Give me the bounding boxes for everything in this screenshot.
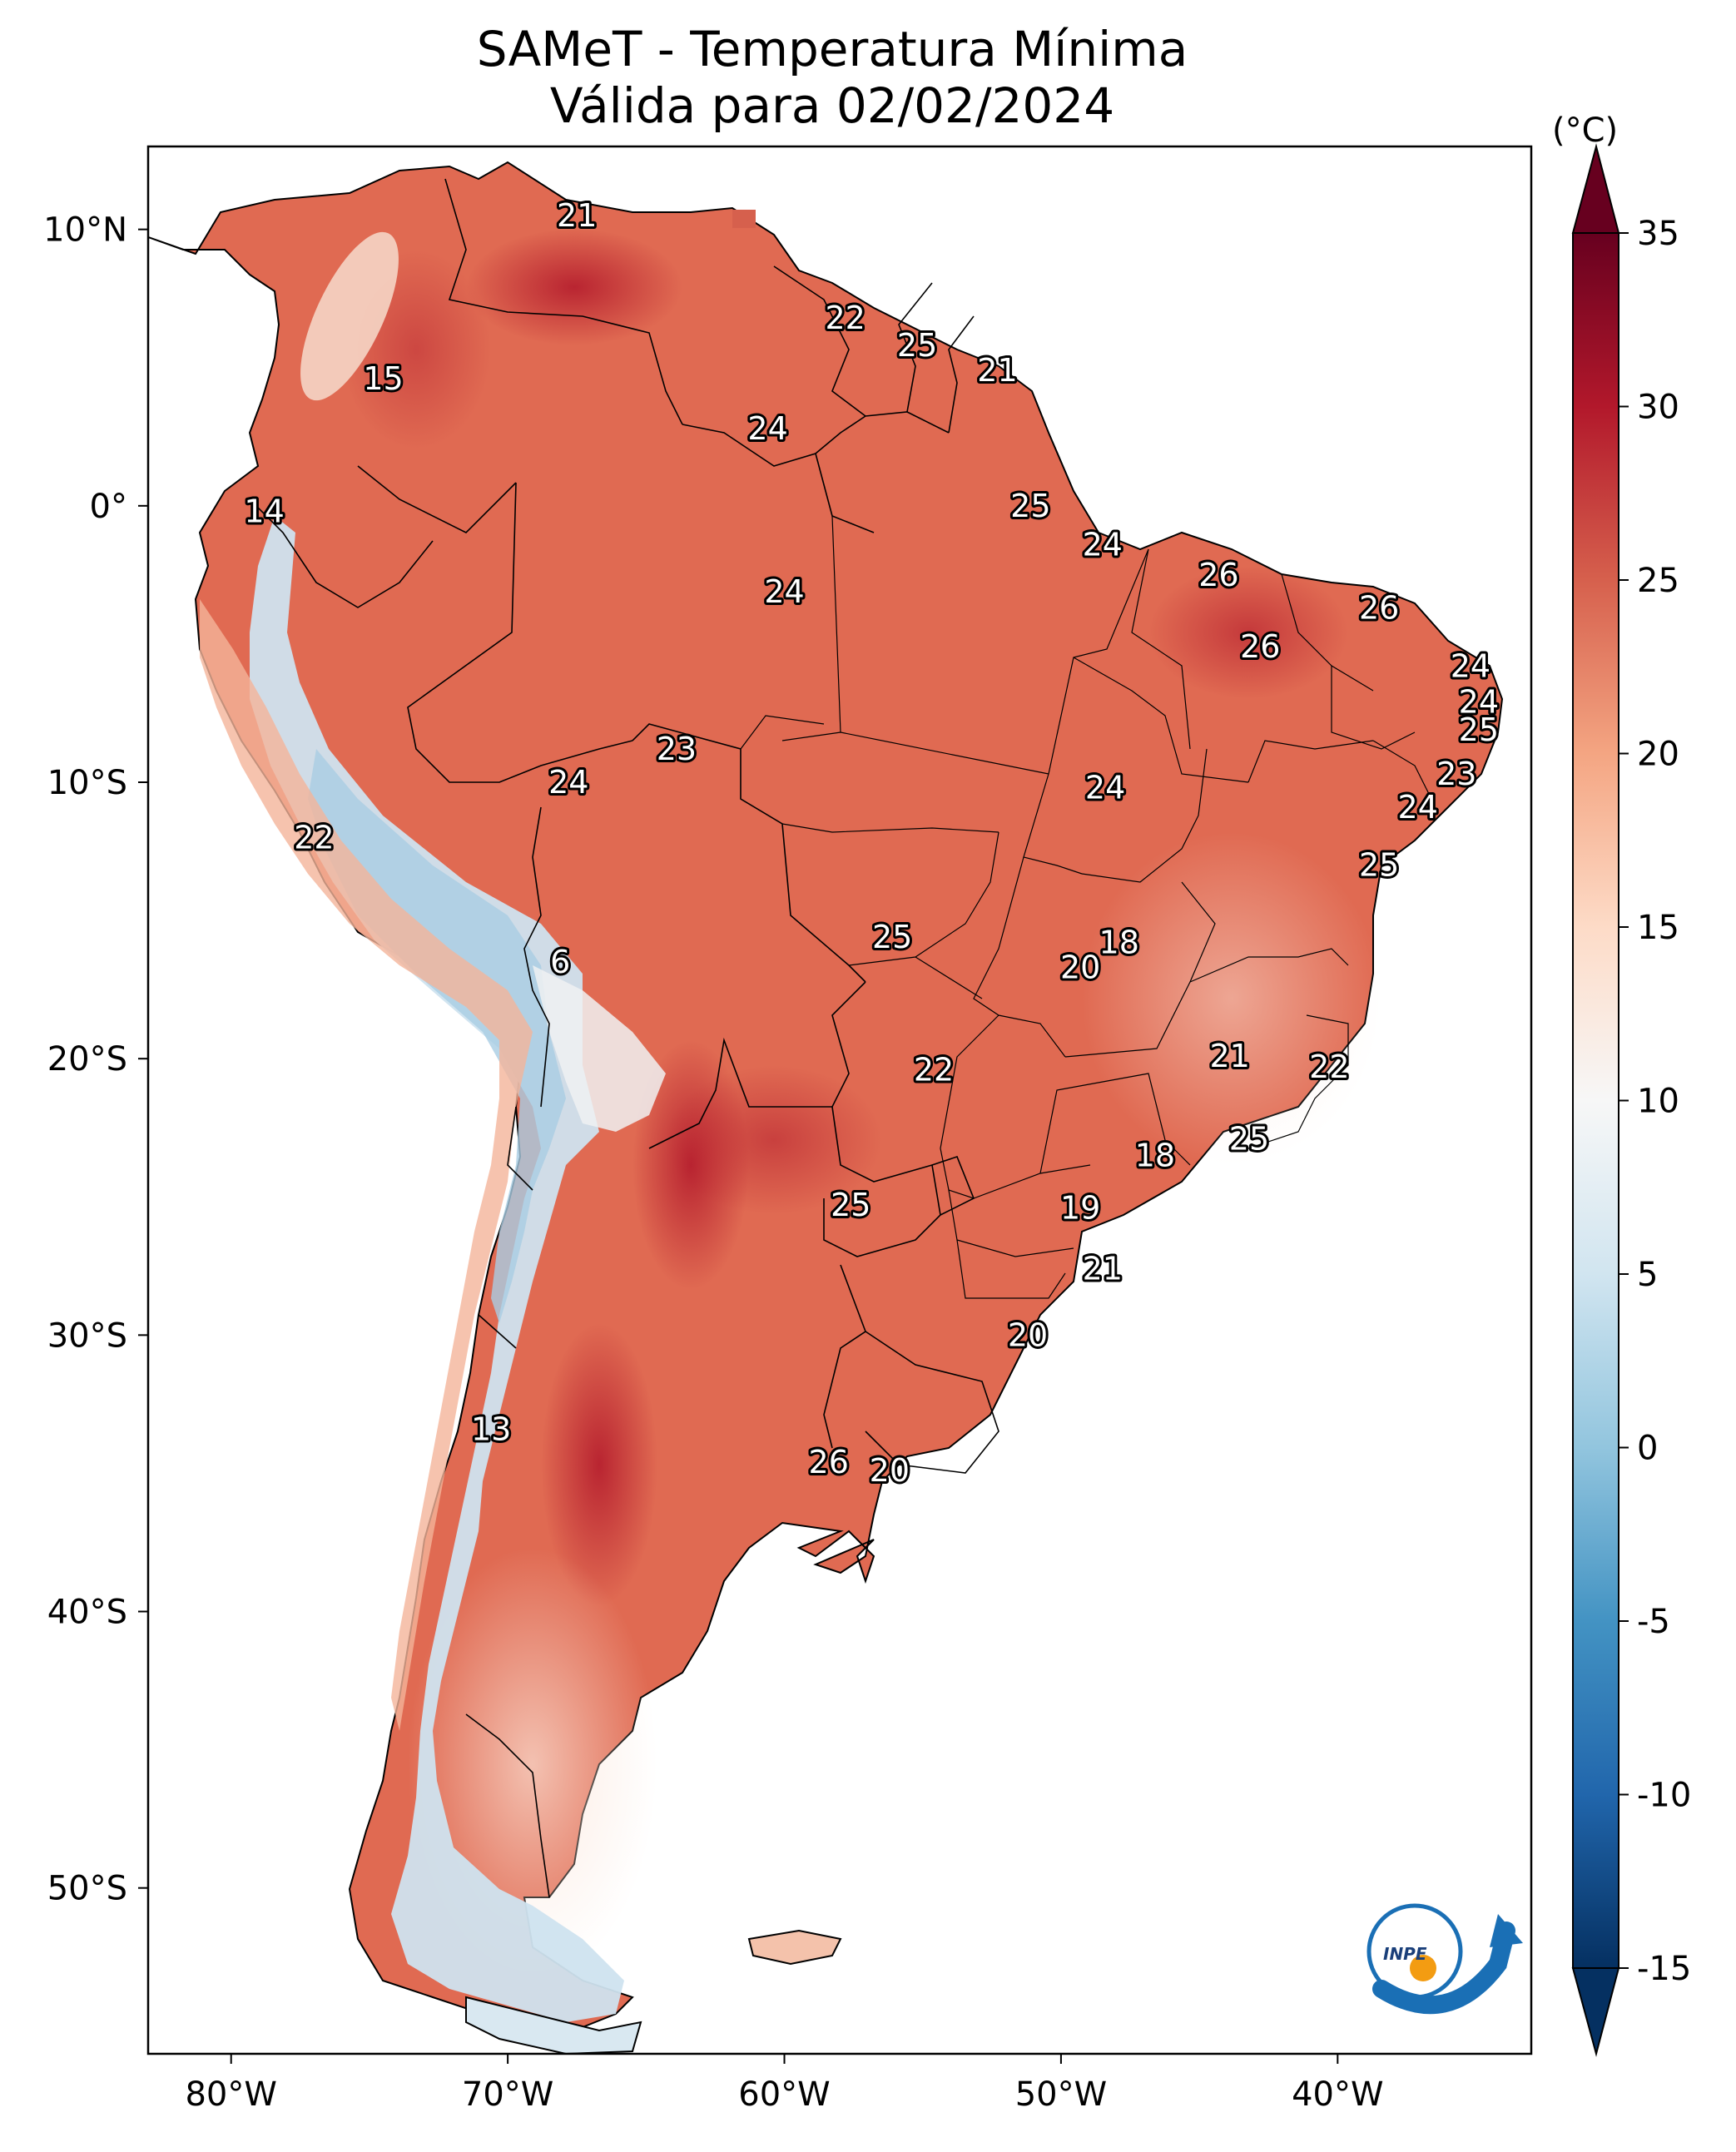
- hotspot-paraguay: [666, 1065, 882, 1215]
- colorbar: (°C) 35 30 25 20 15 10 5 0 -5 -10 -15: [1552, 112, 1691, 2057]
- hotspot-pampas: [541, 1323, 657, 1606]
- colorbar-tick-label: 20: [1637, 736, 1679, 774]
- hotspot-venezuela: [466, 229, 682, 345]
- station-label: 24: [747, 410, 787, 447]
- colorbar-tick-label: 35: [1637, 215, 1679, 253]
- y-tick-label: 0°: [90, 488, 127, 526]
- x-tick-label: 50°W: [1015, 2075, 1107, 2114]
- station-label: 25: [1010, 488, 1050, 524]
- x-tick-label: 60°W: [738, 2075, 830, 2114]
- colorbar-bottom-extension: [1571, 1967, 1620, 2057]
- colorbar-tick-label: -10: [1637, 1777, 1691, 1815]
- colorbar-ticks: 35 30 25 20 15 10 5 0 -5 -10 -15: [1619, 215, 1691, 1988]
- station-label: 24: [1459, 684, 1499, 721]
- station-label: 24: [764, 573, 804, 610]
- state-borders: [740, 515, 1432, 1299]
- y-tick-label: 50°S: [47, 1870, 127, 1908]
- station-label: 24: [1083, 526, 1123, 563]
- x-tick-label: 70°W: [462, 2075, 553, 2114]
- colorbar-tick-label: 0: [1637, 1430, 1658, 1468]
- station-label: 19: [1060, 1190, 1100, 1227]
- station-label: 23: [1436, 756, 1476, 792]
- station-label: 13: [471, 1411, 511, 1447]
- colorbar-unit-label: (°C): [1552, 112, 1618, 150]
- station-label: 24: [1451, 647, 1490, 684]
- hotspot-northeast: [1148, 566, 1348, 699]
- colorbar-tick-label: 30: [1637, 389, 1679, 427]
- colorbar-tick-label: 15: [1637, 909, 1679, 947]
- colorbar-tick-label: 10: [1637, 1083, 1679, 1121]
- tierra-del-fuego: [465, 1996, 642, 2054]
- x-axis-ticks: 80°W 70°W 60°W 50°W 40°W: [185, 2054, 1384, 2114]
- colorbar-top-extension: [1571, 143, 1620, 234]
- y-tick-label: 10°S: [47, 764, 127, 802]
- station-label: 18: [1099, 925, 1139, 961]
- station-label: 24: [548, 764, 588, 801]
- station-label: 20: [1008, 1316, 1048, 1353]
- colorbar-tick-label: 5: [1637, 1256, 1658, 1294]
- station-label: 21: [977, 352, 1017, 389]
- station-label: 26: [1240, 628, 1280, 665]
- station-label: 6: [550, 944, 570, 980]
- y-axis-ticks: 10°N 0° 10°S 20°S 30°S 40°S 50°S: [43, 211, 148, 1908]
- station-label: 21: [557, 197, 597, 234]
- station-label: 25: [831, 1187, 870, 1223]
- station-label: 25: [897, 327, 937, 364]
- station-label: 24: [1398, 789, 1438, 826]
- caribbean-island: [732, 210, 756, 228]
- station-label: 26: [809, 1444, 849, 1480]
- station-label: 22: [1309, 1049, 1349, 1085]
- inpe-logo-text: INPE: [1383, 1944, 1427, 1964]
- map-title-line1: SAMeT - Temperatura Mínima: [476, 21, 1188, 77]
- colorbar-tick-label: -5: [1637, 1603, 1670, 1641]
- plot-frame: [146, 145, 1533, 2055]
- station-label: 20: [870, 1452, 910, 1489]
- station-label: 24: [1085, 770, 1125, 806]
- y-tick-label: 20°S: [47, 1040, 127, 1078]
- station-label: 22: [825, 300, 865, 336]
- y-tick-label: 10°N: [43, 211, 127, 250]
- colorbar-tick-label: 25: [1637, 562, 1679, 600]
- station-label: 18: [1135, 1137, 1175, 1173]
- station-label: 22: [914, 1051, 954, 1088]
- station-label: 25: [872, 919, 912, 955]
- station-label: 25: [1459, 712, 1499, 748]
- cool-southeast-brazil: [1082, 832, 1381, 1165]
- x-tick-label: 40°W: [1292, 2075, 1383, 2114]
- station-label: 25: [1229, 1121, 1269, 1158]
- station-label: 21: [1083, 1251, 1123, 1287]
- y-tick-label: 40°S: [47, 1594, 127, 1632]
- station-label: 14: [244, 493, 284, 529]
- inpe-logo: INPE: [1366, 1903, 1523, 2015]
- map-title-line2: Válida para 02/02/2024: [549, 77, 1115, 134]
- station-label: 15: [363, 360, 403, 397]
- y-tick-label: 30°S: [47, 1316, 127, 1355]
- map-panel: [148, 161, 1504, 2054]
- station-label: 20: [1060, 950, 1100, 986]
- station-label: 26: [1198, 557, 1238, 593]
- station-label: 26: [1359, 590, 1399, 627]
- colorbar-tick-label: -15: [1637, 1950, 1691, 1988]
- station-label: 21: [1210, 1038, 1250, 1074]
- pacific-coast-strip: [200, 599, 533, 1731]
- falkland-islands: [747, 1929, 842, 1966]
- colorbar-gradient-bar: [1572, 232, 1619, 1969]
- station-label: 25: [1359, 847, 1399, 884]
- andes-white-zone: [533, 965, 666, 1132]
- cool-colombia-andes: [300, 231, 399, 401]
- x-tick-label: 80°W: [185, 2075, 276, 2114]
- station-label: 22: [294, 819, 334, 855]
- station-label: 23: [657, 731, 697, 767]
